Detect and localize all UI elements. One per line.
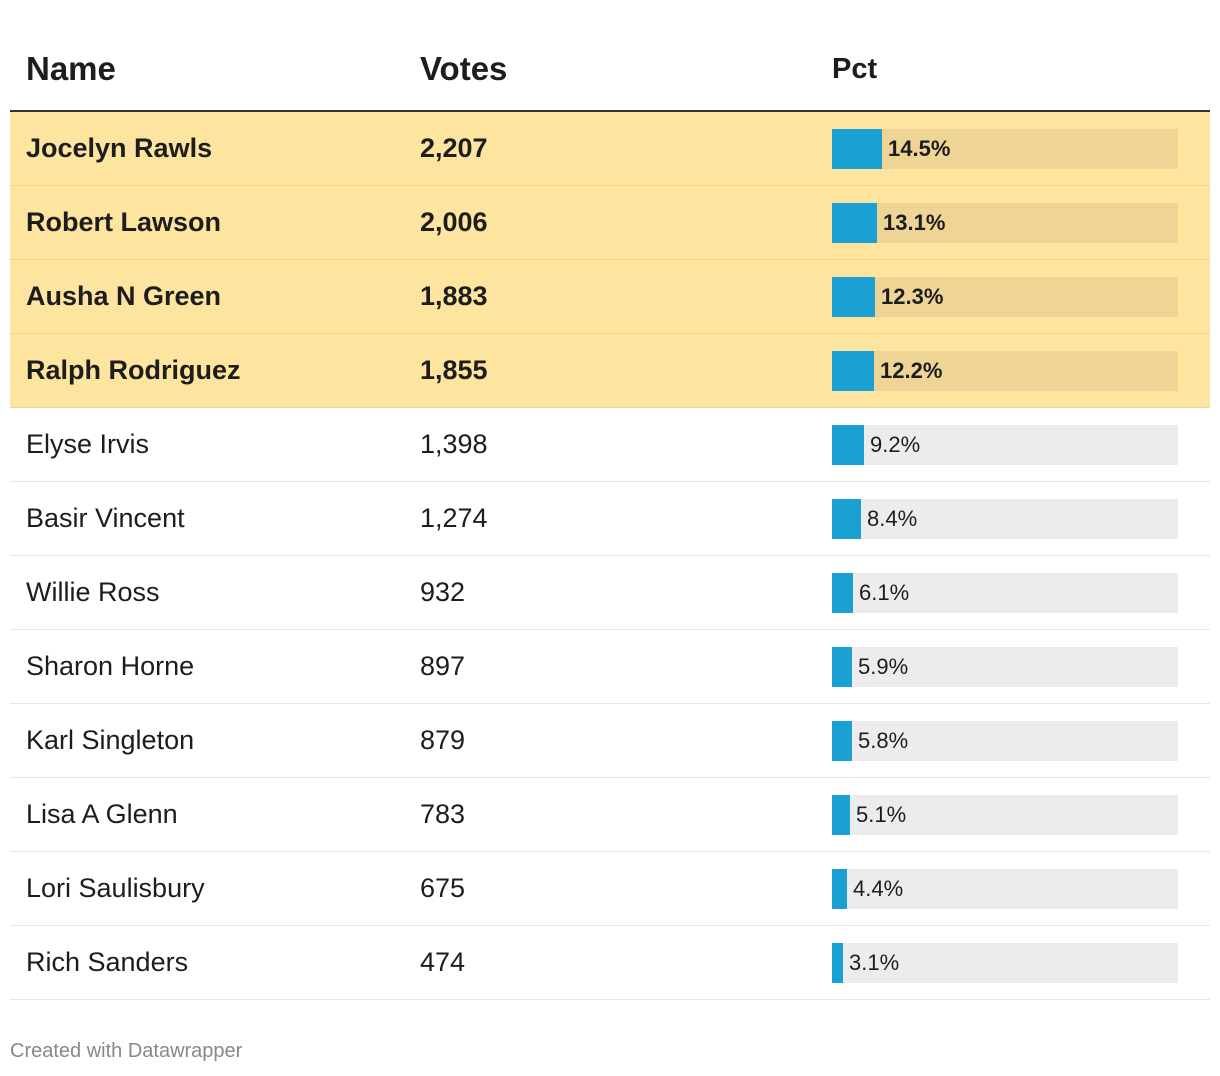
table-row: Jocelyn Rawls 2,207 14.5% [10,112,1210,186]
cell-name: Willie Ross [26,577,160,607]
pct-bar-track [832,277,1178,317]
pct-bar-fill [832,499,861,539]
pct-bar: 3.1% [832,943,1178,983]
cell-name: Ralph Rodriguez [26,355,241,385]
header-pct[interactable]: Pct [832,53,878,85]
table-row: Elyse Irvis 1,398 9.2% [10,408,1210,482]
cell-votes: 2,006 [420,207,488,237]
table-row: Willie Ross 932 6.1% [10,556,1210,630]
pct-bar: 4.4% [832,869,1178,909]
cell-votes: 1,883 [420,281,488,311]
pct-label: 12.2% [880,358,943,383]
pct-bar-fill [832,647,852,687]
cell-votes: 932 [420,577,466,607]
pct-bar-track [832,129,1178,169]
table-row: Basir Vincent 1,274 8.4% [10,482,1210,556]
pct-label: 12.3% [881,284,944,309]
pct-bar-track [832,203,1178,243]
pct-bar: 5.9% [832,647,1178,687]
cell-name: Ausha N Green [26,281,222,311]
cell-name: Basir Vincent [26,503,185,533]
pct-bar-fill [832,795,850,835]
pct-bar-fill [832,869,847,909]
pct-bar-track [832,869,1178,909]
pct-label: 3.1% [849,950,900,975]
pct-bar-track [832,943,1178,983]
pct-bar: 6.1% [832,573,1178,613]
footer-credit: Created with Datawrapper [10,1040,243,1062]
pct-bar-track [832,425,1178,465]
pct-bar-track [832,351,1178,391]
pct-bar-fill [832,721,852,761]
results-table: Name Votes Pct Jocelyn Rawls 2,207 14.5% Ro… [10,34,1210,1000]
pct-label: 8.4% [867,506,918,531]
table-row: Lisa A Glenn 783 5.1% [10,778,1210,852]
pct-bar-fill [832,351,874,391]
cell-name: Sharon Horne [26,651,195,681]
cell-name: Elyse Irvis [26,429,150,459]
cell-votes: 783 [420,799,466,829]
table-row: Karl Singleton 879 5.8% [10,704,1210,778]
table-row: Robert Lawson 2,006 13.1% [10,186,1210,260]
pct-bar-track [832,647,1178,687]
pct-bar-fill [832,203,877,243]
pct-bar-fill [832,129,882,169]
cell-votes: 897 [420,651,466,681]
cell-votes: 474 [420,947,466,977]
header-votes[interactable]: Votes [420,50,508,87]
cell-votes: 1,274 [420,503,488,533]
table-row: Lori Saulisbury 675 4.4% [10,852,1210,926]
cell-votes: 1,855 [420,355,488,385]
header-name[interactable]: Name [26,50,116,87]
pct-label: 4.4% [853,876,904,901]
pct-bar: 12.3% [832,277,1178,317]
pct-bar-track [832,795,1178,835]
pct-bar-fill [832,943,843,983]
pct-label: 6.1% [859,580,910,605]
pct-bar-fill [832,277,875,317]
pct-bar: 14.5% [832,129,1178,169]
cell-name: Lisa A Glenn [26,799,178,829]
pct-label: 5.1% [856,802,907,827]
pct-bar: 8.4% [832,499,1178,539]
pct-bar: 13.1% [832,203,1178,243]
table-row: Ralph Rodriguez 1,855 12.2% [10,334,1210,408]
cell-name: Karl Singleton [26,725,195,755]
pct-label: 5.8% [858,728,909,753]
pct-label: 14.5% [888,136,951,161]
pct-bar-track [832,721,1178,761]
cell-name: Jocelyn Rawls [26,133,213,163]
table-header: Name Votes Pct [10,34,1210,112]
pct-label: 9.2% [870,432,921,457]
table-row: Sharon Horne 897 5.9% [10,630,1210,704]
table-row: Rich Sanders 474 3.1% [10,926,1210,1000]
pct-label: 13.1% [883,210,946,235]
pct-bar: 9.2% [832,425,1178,465]
cell-name: Lori Saulisbury [26,873,205,903]
cell-votes: 2,207 [420,133,488,163]
table-body: Jocelyn Rawls 2,207 14.5% Robert Lawson 2,00… [10,112,1210,1000]
table-row: Ausha N Green 1,883 12.3% [10,260,1210,334]
pct-bar-fill [832,425,864,465]
cell-name: Rich Sanders [26,947,189,977]
cell-name: Robert Lawson [26,207,222,237]
pct-label: 5.9% [858,654,909,679]
cell-votes: 675 [420,873,466,903]
pct-bar-track [832,573,1178,613]
pct-bar: 5.1% [832,795,1178,835]
cell-votes: 1,398 [420,429,488,459]
pct-bar-track [832,499,1178,539]
pct-bar-fill [832,573,853,613]
cell-votes: 879 [420,725,466,755]
pct-bar: 5.8% [832,721,1178,761]
pct-bar: 12.2% [832,351,1178,391]
